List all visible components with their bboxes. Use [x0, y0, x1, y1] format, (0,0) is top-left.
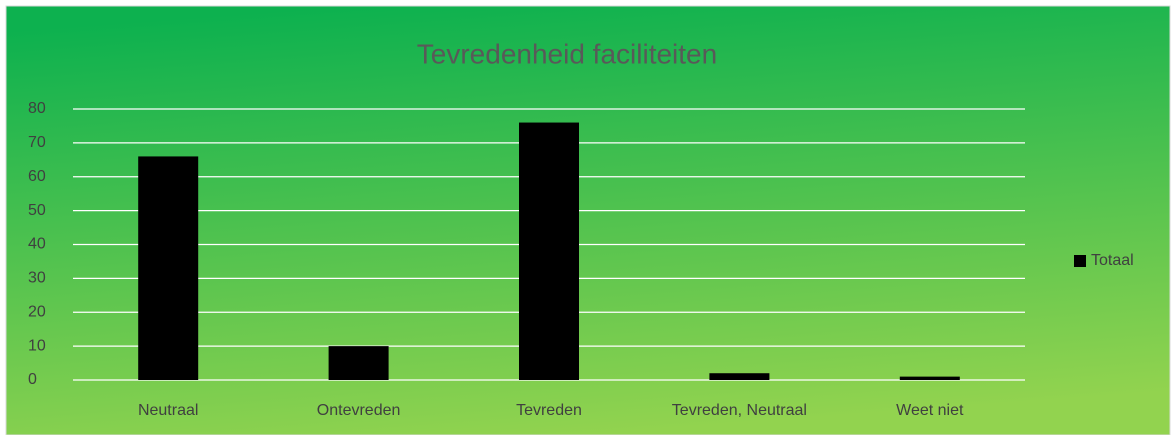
y-tick-label: 40	[28, 236, 46, 253]
x-tick-label: Ontevreden	[317, 402, 401, 419]
y-tick-label: 10	[28, 337, 46, 354]
y-tick-label: 70	[28, 134, 46, 151]
x-tick-label: Neutraal	[138, 402, 198, 419]
y-tick-label: 30	[28, 270, 46, 287]
x-tick-label: Tevreden, Neutraal	[672, 402, 807, 419]
chart-area	[5, 5, 1171, 435]
x-tick-label: Weet niet	[896, 402, 964, 419]
x-tick-label: Tevreden	[516, 402, 582, 419]
y-tick-label: 20	[28, 303, 46, 320]
legend-label: Totaal	[1091, 252, 1134, 269]
y-tick-label: 0	[28, 371, 37, 388]
y-tick-label: 50	[28, 202, 46, 219]
y-tick-label: 60	[28, 168, 46, 185]
bar	[519, 122, 579, 381]
y-tick-label: 80	[28, 100, 46, 117]
legend-swatch	[1074, 255, 1086, 267]
bar	[328, 346, 389, 380]
bar	[899, 376, 960, 380]
bar	[138, 156, 199, 380]
bar	[709, 373, 770, 380]
chart-title: Tevredenheid faciliteiten	[417, 38, 717, 69]
